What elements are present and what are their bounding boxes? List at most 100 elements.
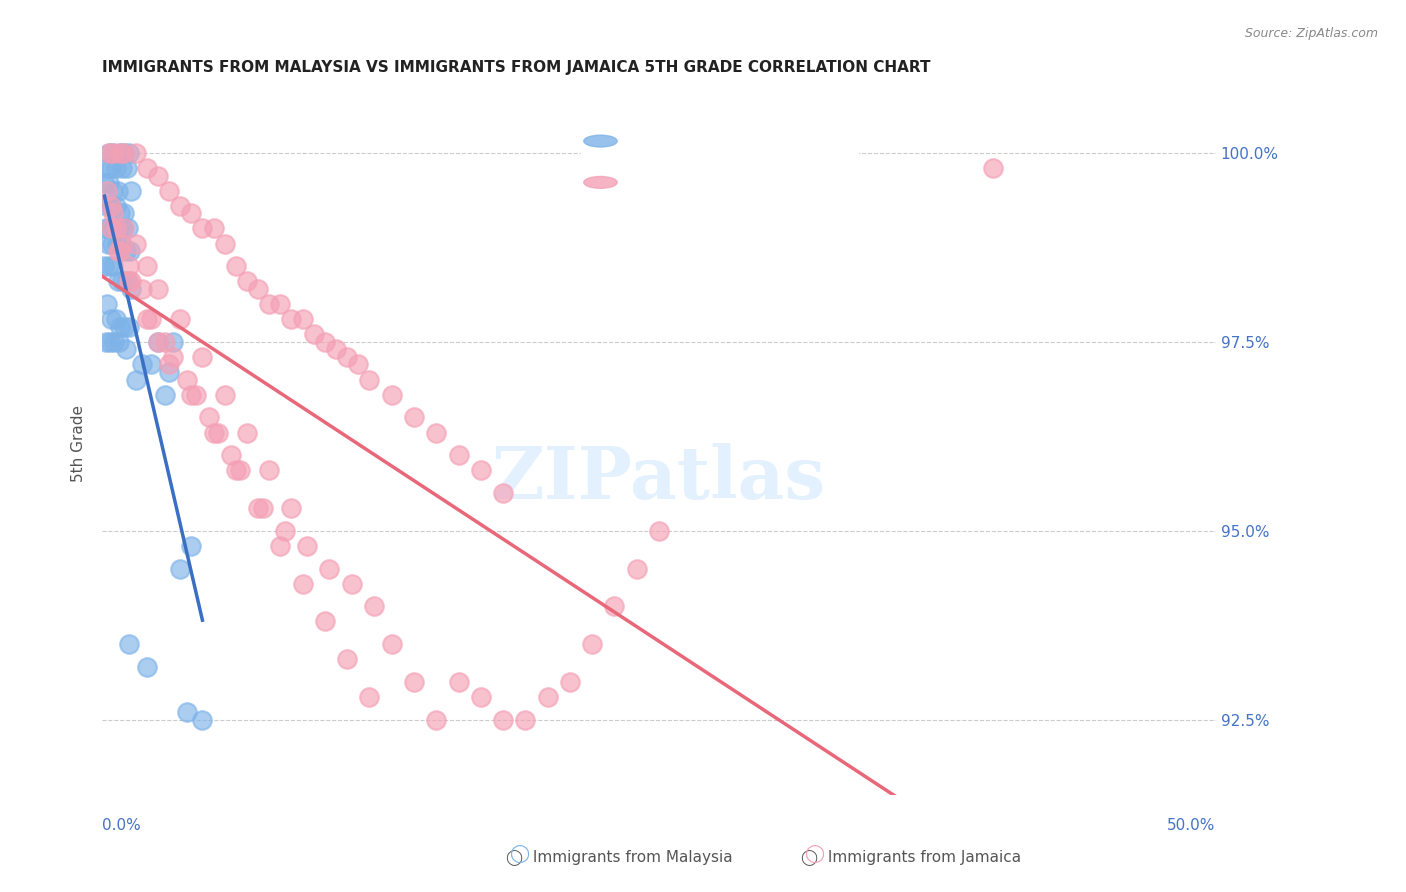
Point xyxy=(118,259,141,273)
Point xyxy=(558,674,581,689)
Point xyxy=(198,410,221,425)
Point xyxy=(470,463,492,477)
Point xyxy=(115,161,138,175)
Point xyxy=(96,161,118,175)
Point xyxy=(141,312,163,326)
Point xyxy=(111,161,134,175)
Point xyxy=(100,199,122,213)
Point xyxy=(221,448,243,462)
Point xyxy=(191,350,214,364)
Point xyxy=(96,297,118,311)
Point xyxy=(94,221,117,235)
Point xyxy=(112,221,135,235)
Point xyxy=(98,221,121,235)
Point xyxy=(302,327,325,342)
Point xyxy=(108,145,131,160)
Point xyxy=(124,373,146,387)
Point xyxy=(325,343,347,357)
Point xyxy=(100,221,122,235)
Point xyxy=(359,690,381,704)
Point xyxy=(114,145,136,160)
Point xyxy=(124,145,146,160)
Text: ◯  Immigrants from Jamaica: ◯ Immigrants from Jamaica xyxy=(801,849,1022,865)
Point xyxy=(648,524,671,538)
Point xyxy=(118,319,141,334)
Point xyxy=(318,561,340,575)
Point xyxy=(202,221,225,235)
Point xyxy=(336,350,359,364)
Point xyxy=(603,599,626,614)
Point xyxy=(236,274,259,288)
Point xyxy=(114,319,136,334)
Point xyxy=(359,373,381,387)
Point xyxy=(94,334,117,349)
Point xyxy=(101,236,124,251)
Text: ◯: ◯ xyxy=(509,846,529,863)
Point xyxy=(336,652,359,666)
Point xyxy=(108,206,131,220)
Point xyxy=(225,463,247,477)
Point xyxy=(169,199,191,213)
Point xyxy=(247,501,270,516)
Point xyxy=(107,244,129,259)
Text: 0.0%: 0.0% xyxy=(103,818,141,833)
Point xyxy=(447,448,470,462)
Point xyxy=(96,184,118,198)
Point xyxy=(135,259,157,273)
Point xyxy=(381,637,404,651)
Point xyxy=(492,486,515,500)
Point xyxy=(108,244,131,259)
Point xyxy=(153,334,176,349)
Point xyxy=(100,199,122,213)
Point xyxy=(118,145,141,160)
Point xyxy=(114,244,136,259)
Point xyxy=(118,274,141,288)
Point xyxy=(252,501,274,516)
Point xyxy=(536,690,558,704)
Point xyxy=(135,312,157,326)
Point xyxy=(214,388,236,402)
Point xyxy=(169,312,191,326)
Point xyxy=(118,637,141,651)
Point xyxy=(93,176,115,190)
Point xyxy=(184,388,207,402)
Point xyxy=(402,410,425,425)
Point xyxy=(492,713,515,727)
Point xyxy=(97,236,120,251)
Point xyxy=(169,561,191,575)
Text: ZIPatlas: ZIPatlas xyxy=(492,443,825,515)
Point xyxy=(120,274,142,288)
Point xyxy=(274,524,297,538)
Point xyxy=(114,221,136,235)
Point xyxy=(157,184,180,198)
Point xyxy=(107,274,129,288)
Point xyxy=(347,358,370,372)
Point xyxy=(314,615,336,629)
Point xyxy=(280,312,302,326)
Point xyxy=(105,236,128,251)
Point xyxy=(103,145,125,160)
Point xyxy=(981,161,1004,175)
Point xyxy=(110,236,132,251)
Point xyxy=(131,358,153,372)
Point xyxy=(191,713,214,727)
Point xyxy=(257,297,280,311)
Point xyxy=(118,244,141,259)
Point xyxy=(146,282,169,296)
Text: ◯  Immigrants from Malaysia: ◯ Immigrants from Malaysia xyxy=(506,849,733,865)
Point xyxy=(103,145,125,160)
Point xyxy=(96,199,118,213)
Point xyxy=(191,221,214,235)
Point xyxy=(98,334,121,349)
Point xyxy=(111,236,134,251)
Point xyxy=(340,576,363,591)
Point xyxy=(131,282,153,296)
Point xyxy=(425,425,447,440)
Point xyxy=(146,169,169,183)
Point xyxy=(103,184,125,198)
Point xyxy=(180,388,202,402)
Y-axis label: 5th Grade: 5th Grade xyxy=(72,405,86,483)
Point xyxy=(236,425,259,440)
Point xyxy=(425,713,447,727)
Point xyxy=(111,274,134,288)
